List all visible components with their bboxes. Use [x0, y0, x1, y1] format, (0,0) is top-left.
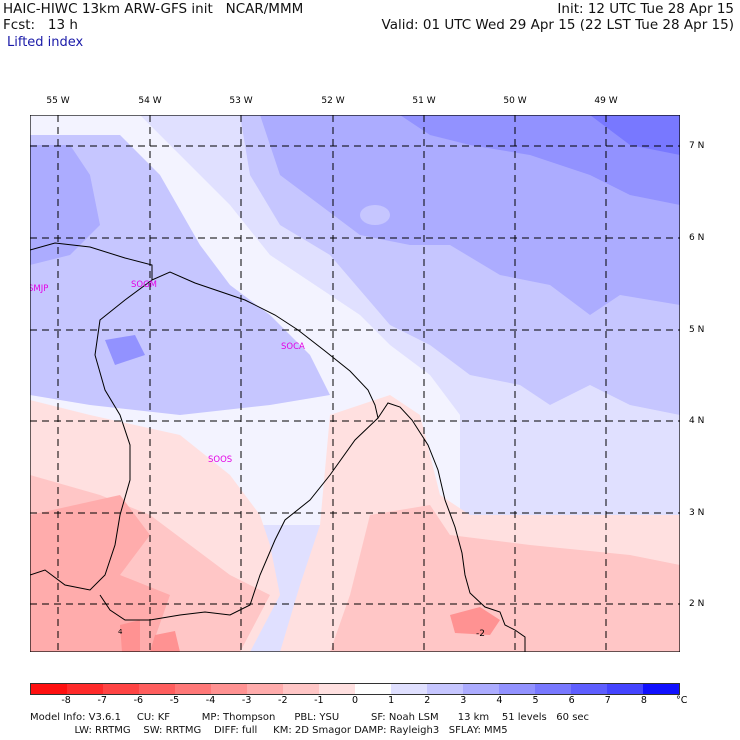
lon-label: 50 W [503, 96, 527, 106]
colorbar-tick: -1 [314, 695, 324, 706]
model-info-line2: LW: RRTMG SW: RRTMG DIFF: full KM: 2D Sm… [30, 725, 508, 736]
init-time: Init: 12 UTC Tue 28 Apr 15 [557, 1, 734, 17]
colorbar-tick: -2 [278, 695, 288, 706]
colorbar-cell [571, 684, 607, 694]
station-label: SOOS [208, 455, 232, 465]
colorbar-tick: 7 [604, 695, 611, 706]
colorbar-cell [139, 684, 175, 694]
colorbar-cell [643, 684, 679, 694]
lon-label: 51 W [412, 96, 436, 106]
field-zone-neg-3b [120, 620, 140, 652]
colorbar-cell [283, 684, 319, 694]
colorbar-tick: -3 [241, 695, 252, 706]
valid-time: Valid: 01 UTC Wed 29 Apr 15 (22 LST Tue … [381, 17, 734, 33]
colorbar-tick: 6 [568, 695, 575, 706]
field-patch [360, 205, 390, 225]
colorbar-tick: -6 [133, 695, 144, 706]
field-zone-neg-1b [330, 505, 680, 652]
colorbar-cell [427, 684, 463, 694]
colorbar-cell [67, 684, 103, 694]
colorbar-unit: °C [676, 695, 688, 706]
colorbar-tick: 4 [496, 695, 503, 706]
colorbar-cell [31, 684, 67, 694]
contour-label: -2 [476, 629, 485, 639]
field-zone-blue-4 [400, 115, 680, 205]
lat-label: 3 N [689, 508, 705, 518]
lat-label: 2 N [689, 599, 705, 609]
lifted-index-map: SMJP SOGM SOCA SOOS -2 4 [30, 115, 680, 652]
colorbar-tick: 1 [388, 695, 395, 706]
colorbar-tick: -5 [169, 695, 180, 706]
lon-label: 55 W [46, 96, 70, 106]
graticule [30, 115, 680, 652]
colorbar-tick: -7 [97, 695, 107, 706]
model-info-line1: Model Info: V3.6.1 CU: KF MP: Thompson P… [30, 712, 590, 723]
colorbar-tick: -4 [205, 695, 216, 706]
forecast-hour: Fcst: 13 h [3, 17, 78, 33]
colorbar-cell [607, 684, 643, 694]
field-zone-neg-2 [30, 495, 170, 652]
lon-label: 54 W [138, 96, 162, 106]
lon-label: 53 W [229, 96, 253, 106]
field-zone-blue-4b [105, 335, 145, 365]
colorbar-tick: 3 [460, 695, 467, 706]
colorbar-cell [175, 684, 211, 694]
border-suriname-guiana [99, 417, 379, 621]
contour-label: 4 [118, 628, 123, 636]
lat-label: 4 N [689, 416, 705, 426]
colorbar-cell [247, 684, 283, 694]
colorbar-cell [535, 684, 571, 694]
colorbar-cell [319, 684, 355, 694]
field-zone-neg-3 [450, 607, 500, 635]
colorbar-tick: 5 [532, 695, 539, 706]
field-name: Lifted index [7, 35, 84, 50]
lat-label: 7 N [689, 141, 705, 151]
colorbar-cell [463, 684, 499, 694]
colorbar-cell [391, 684, 427, 694]
field-zone-blue-2b [30, 135, 330, 415]
lon-label: 49 W [594, 96, 618, 106]
lat-label: 5 N [689, 325, 705, 335]
colorbar-cell [499, 684, 535, 694]
colorbar-tick: -8 [61, 695, 71, 706]
border-suriname-guyana [30, 279, 153, 591]
colorbar-cell [355, 684, 391, 694]
station-label: SMJP [30, 284, 48, 294]
field-zone-blue-5 [590, 115, 680, 155]
lat-label: 6 N [689, 233, 705, 243]
lon-label: 52 W [321, 96, 345, 106]
colorbar-tick: 2 [424, 695, 431, 706]
field-zone-blue-3b [30, 145, 100, 265]
colorbar-tick: 0 [351, 695, 359, 706]
colorbar [30, 683, 680, 695]
station-label: SOGM [131, 280, 157, 290]
colorbar-cell [103, 684, 139, 694]
field-zone-neg-3c [150, 631, 180, 652]
map-title: HAIC-HIWC 13km ARW-GFS init NCAR/MMM [3, 1, 304, 17]
colorbar-tick: 8 [640, 695, 647, 706]
colorbar-cell [211, 684, 247, 694]
coastline [30, 242, 526, 652]
station-label: SOCA [281, 342, 305, 352]
